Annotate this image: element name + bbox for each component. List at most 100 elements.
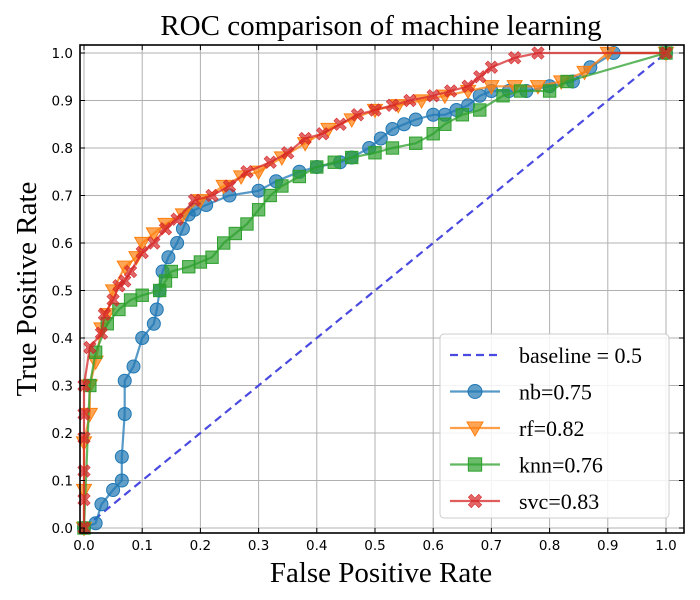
legend-entry: nb=0.75 [450, 380, 592, 405]
ticks: 0.0 0.1 0.2 0.3 0.4 0.5 0.6 0.7 0.8 0.9 1.0 0.0 0.1 0… [52, 45, 684, 554]
data-point [182, 260, 196, 274]
data-point [298, 131, 312, 146]
data-point [97, 307, 111, 321]
data-point [350, 108, 365, 122]
data-point [345, 150, 359, 165]
data-point [77, 492, 91, 507]
y-tick-label: 0.3 [52, 379, 73, 395]
y-tick-label: 0.2 [52, 426, 73, 442]
data-point [114, 473, 129, 488]
data-point [135, 288, 149, 302]
data-point [170, 212, 184, 226]
data-point [560, 74, 574, 89]
data-point [426, 89, 440, 103]
data-point [292, 169, 307, 184]
legend-entry: rf=0.82 [450, 416, 585, 441]
legend: baseline = 0.5 nb=0.75 rf=0.82 knn=0.76 svc=… [439, 333, 670, 519]
data-point [193, 255, 208, 269]
data-point [461, 79, 475, 93]
legend-box [439, 333, 670, 519]
data-point [542, 84, 557, 98]
data-point [263, 155, 277, 169]
data-point [240, 217, 254, 231]
series-layer [75, 46, 675, 537]
data-point [123, 264, 138, 279]
legend-marker [467, 457, 483, 472]
data-point [496, 89, 510, 103]
x-tick-label: 0.5 [364, 538, 385, 554]
legend-marker [467, 493, 483, 509]
x-tick-label: 0.0 [73, 538, 94, 554]
data-point [455, 108, 469, 122]
data-point [117, 407, 132, 421]
data-point [94, 497, 109, 512]
y-tick-label: 1.0 [52, 46, 73, 62]
legend-marker [467, 384, 483, 399]
data-point [508, 51, 522, 65]
data-point [310, 160, 324, 174]
data-point [240, 165, 254, 179]
data-point [368, 103, 382, 117]
data-point [94, 326, 109, 340]
x-tick-label: 0.6 [422, 538, 443, 554]
x-tick-label: 0.3 [248, 538, 269, 554]
legend-label: knn=0.76 [519, 453, 603, 478]
data-point [473, 103, 487, 117]
x-tick-label: 0.4 [306, 538, 327, 554]
x-tick-label: 0.9 [597, 538, 618, 554]
data-point [385, 98, 400, 112]
data-point [368, 146, 382, 160]
series-3 [77, 46, 673, 535]
data-point [164, 264, 178, 279]
data-point [205, 188, 219, 203]
data-point [118, 274, 132, 288]
data-point [175, 221, 190, 236]
y-tick-label: 0.8 [52, 141, 73, 157]
data-point [529, 80, 547, 95]
data-point [135, 331, 150, 345]
data-point [77, 407, 91, 421]
data-point [205, 250, 219, 264]
y-tick-label: 0.6 [52, 236, 73, 252]
data-point [83, 340, 97, 355]
series-4 [77, 46, 673, 535]
data-point [77, 464, 91, 478]
data-point [659, 46, 673, 60]
data-point [112, 302, 126, 317]
data-point [147, 236, 161, 250]
series-0 [83, 52, 667, 529]
data-point [161, 250, 176, 265]
data-point [170, 236, 185, 250]
data-point [114, 449, 129, 464]
series-line [83, 52, 667, 529]
data-point [484, 60, 498, 74]
chart-title: ROC comparison of machine learning [160, 10, 601, 42]
data-point [251, 183, 266, 198]
data-point [145, 227, 163, 242]
data-point [251, 203, 266, 217]
data-point [222, 179, 237, 193]
data-point [158, 222, 173, 236]
data-point [531, 46, 545, 60]
plot-frame [79, 44, 685, 534]
data-point [133, 236, 151, 252]
data-point [426, 127, 440, 141]
legend-label: svc=0.83 [519, 489, 599, 514]
x-tick-label: 0.7 [481, 538, 502, 554]
legend-label: baseline = 0.5 [519, 343, 642, 368]
data-point [106, 293, 120, 307]
legend-label: rf=0.82 [519, 416, 585, 441]
legend-entry: knn=0.76 [450, 453, 603, 478]
data-point [281, 146, 295, 160]
x-tick-label: 1.0 [655, 538, 676, 554]
legend-entry: baseline = 0.5 [450, 343, 642, 368]
data-point [327, 155, 341, 169]
data-point [483, 80, 500, 95]
data-point [403, 93, 417, 108]
data-point [187, 193, 202, 207]
data-point [333, 117, 347, 131]
data-point [385, 122, 400, 136]
data-point [472, 88, 487, 103]
data-point [146, 316, 161, 331]
